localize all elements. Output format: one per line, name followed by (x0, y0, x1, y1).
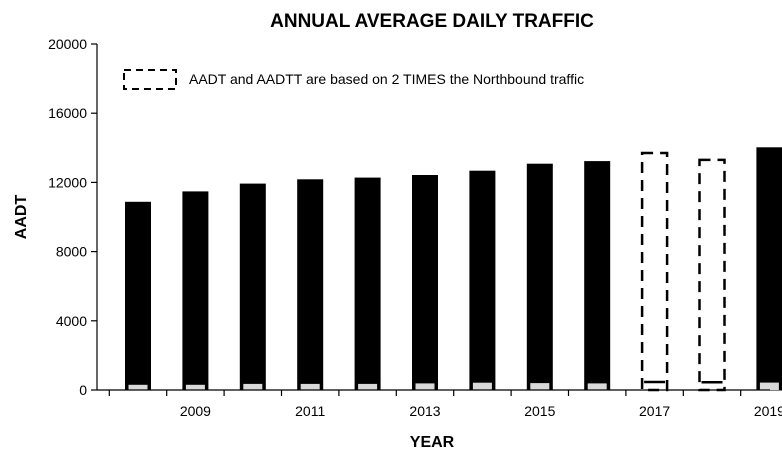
legend-text: AADT and AADTT are based on 2 TIMES the … (189, 71, 584, 87)
x-tick-label: 2013 (409, 403, 440, 419)
y-tick-label: 20000 (48, 36, 87, 52)
bar-aadtt-2010 (243, 383, 263, 390)
x-tick-label: 2017 (639, 403, 670, 419)
bar-aadtt-2008 (128, 384, 148, 390)
bar-aadt-2016 (584, 161, 611, 391)
legend: AADT and AADTT are based on 2 TIMES the … (123, 69, 584, 90)
bar-aadtt-2015 (530, 383, 550, 390)
bar-aadtt-2013 (415, 383, 435, 390)
bar-aadt-2012 (354, 177, 381, 391)
y-tick-label: 12000 (48, 174, 87, 190)
x-tick-label: 2019 (754, 403, 782, 419)
x-tick-label: 2011 (295, 403, 325, 419)
x-tick-label: 2009 (180, 403, 211, 419)
x-tick-label: 2015 (524, 403, 555, 419)
x-axis-title: YEAR (410, 434, 455, 451)
chart-title: ANNUAL AVERAGE DAILY TRAFFIC (270, 11, 594, 32)
bar-aadtt-2014 (472, 382, 492, 390)
bar-aadtt-2012 (358, 383, 378, 390)
bar-aadt-2015 (526, 163, 553, 391)
bar-aadt-2010 (239, 183, 266, 391)
y-tick-label: 8000 (56, 244, 87, 260)
bar-aadt-2008 (125, 201, 151, 391)
bar-aadt-2014 (469, 170, 496, 391)
axes-layer: 0 4000 8000 12000 16000 20000 2009 2011 2013 2015… (48, 36, 782, 419)
legend-swatch-dashed (123, 69, 177, 90)
bar-aadt-2019 (756, 147, 782, 391)
y-tick-label: 16000 (48, 105, 87, 121)
bar-aadt-2009 (182, 191, 209, 391)
y-tick-label: 0 (79, 382, 87, 398)
bar-aadt-2011 (297, 179, 324, 391)
bar-aadtt-2019 (759, 382, 779, 390)
bar-aadtt-2009 (185, 384, 205, 390)
y-axis-title: AADT (13, 195, 30, 240)
bar-aadt-2017 (640, 151, 669, 392)
y-tick-label: 4000 (56, 313, 87, 329)
bars-layer (125, 147, 782, 392)
bar-aadt-2013 (412, 175, 438, 391)
bar-aadtt-2016 (587, 383, 607, 390)
bar-aadt-2018 (698, 158, 726, 392)
bar-aadtt-2011 (300, 383, 320, 390)
